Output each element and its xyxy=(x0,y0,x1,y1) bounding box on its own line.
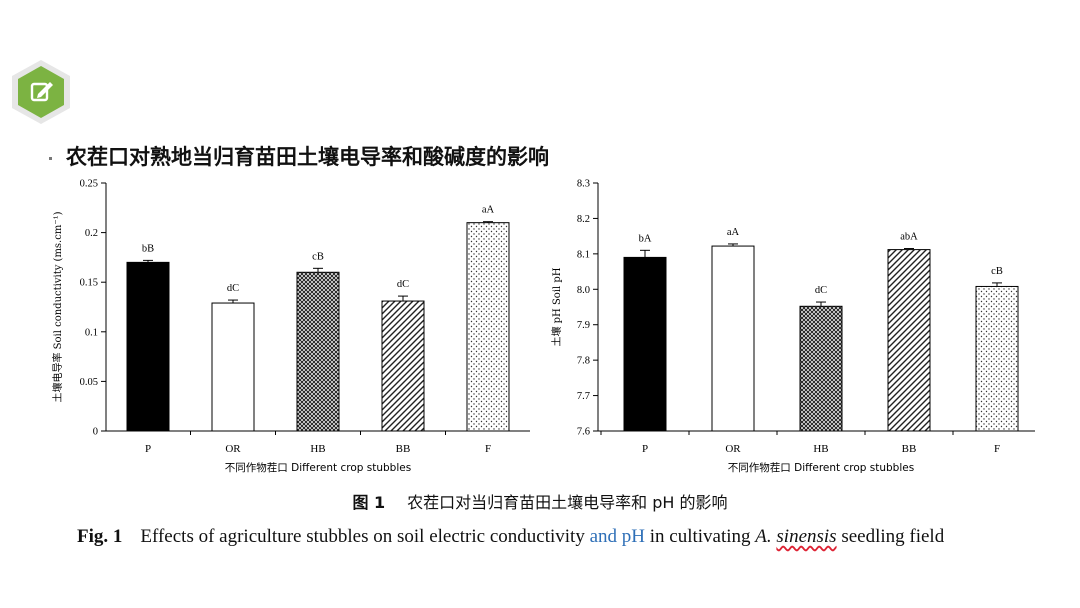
bar-or xyxy=(211,302,255,432)
x-tick-label: P xyxy=(145,443,151,455)
significance-label: aA xyxy=(727,227,740,238)
bar-p xyxy=(126,261,170,432)
x-tick-label: HB xyxy=(310,443,325,455)
x-tick-label: BB xyxy=(902,443,917,455)
caption-cn-label: 图 1 xyxy=(352,493,386,512)
y-tick-label: 0.05 xyxy=(80,377,98,388)
bar-or xyxy=(711,245,755,432)
y-tick-label: 7.7 xyxy=(577,391,590,402)
x-tick-label: P xyxy=(642,443,648,455)
significance-label: bB xyxy=(142,243,154,254)
significance-label: dC xyxy=(397,279,409,290)
bar-bb xyxy=(887,249,931,432)
y-tick-label: 7.9 xyxy=(577,320,590,331)
significance-label: dC xyxy=(815,285,827,296)
y-tick-label: 0 xyxy=(93,427,98,438)
significance-label: abA xyxy=(900,232,918,243)
y-tick-label: 0.2 xyxy=(85,228,98,239)
bar-hb xyxy=(296,271,340,432)
caption-en-text-2: in cultivating xyxy=(649,526,751,547)
bar-f xyxy=(466,222,510,432)
x-tick-label: BB xyxy=(396,443,411,455)
title-bullet xyxy=(49,157,52,160)
bar-bb xyxy=(381,300,425,432)
x-axis-label: 不同作物茬口 Different crop stubbles xyxy=(225,461,411,474)
y-tick-label: 0.15 xyxy=(80,278,98,289)
y-tick-label: 7.6 xyxy=(577,427,590,438)
significance-label: bA xyxy=(639,233,652,244)
edit-badge xyxy=(8,56,74,128)
caption-en-species: sinensis xyxy=(776,526,837,547)
y-tick-label: 0.25 xyxy=(80,179,98,190)
y-tick-label: 8.3 xyxy=(577,179,590,190)
y-tick-label: 8.0 xyxy=(577,285,590,296)
significance-label: aA xyxy=(482,205,495,216)
caption-en-text-3: seedling field xyxy=(841,526,945,547)
caption-en-label: Fig. 1 xyxy=(77,526,123,547)
ph-chart: 7.6 7.7 7.8 7.9 8.0 8.1 8.2 8.3 bA PaA OR dC HB abA BB… xyxy=(550,179,1035,474)
y-axis-label: 土壤 pH Soil pH xyxy=(550,267,563,346)
x-tick-label: HB xyxy=(813,443,828,455)
caption-en-text-1: Effects of agriculture stubbles on soil … xyxy=(140,526,585,547)
bar-f xyxy=(975,285,1019,432)
caption-en-highlight: and pH xyxy=(589,526,645,547)
y-tick-label: 8.1 xyxy=(577,249,590,260)
bar-hb xyxy=(799,305,843,432)
x-tick-label: F xyxy=(485,443,491,455)
x-tick-label: OR xyxy=(225,443,241,455)
caption-cn: 图 1 农茬口对当归育苗田土壤电导率和 pH 的影响 xyxy=(0,489,1080,513)
slide-title: 农茬口对熟地当归育苗田土壤电导率和酸碱度的影响 xyxy=(66,145,549,169)
bar-p xyxy=(623,256,667,432)
x-tick-label: OR xyxy=(725,443,741,455)
caption-en: Fig. 1 Effects of agriculture stubbles on… xyxy=(77,526,944,548)
y-tick-label: 7.8 xyxy=(577,356,590,367)
significance-label: dC xyxy=(227,283,239,294)
significance-label: cB xyxy=(991,266,1003,277)
x-axis-label: 不同作物茬口 Different crop stubbles xyxy=(728,461,914,474)
x-tick-label: F xyxy=(994,443,1000,455)
y-axis-label: 土壤电导率 Soil conductivity (ms.cm⁻¹) xyxy=(51,211,64,402)
y-tick-label: 0.1 xyxy=(85,327,98,338)
conductivity-chart: 0 0.05 0.1 0.15 0.2 0.25 bB PdC OR cB HB dC BB aA F 不同作… xyxy=(51,179,530,474)
edit-note-icon xyxy=(12,60,70,124)
y-tick-label: 8.2 xyxy=(577,214,590,225)
caption-cn-text: 农茬口对当归育苗田土壤电导率和 pH 的影响 xyxy=(407,493,728,512)
significance-label: cB xyxy=(312,251,324,262)
caption-en-genus: A. xyxy=(755,526,772,547)
